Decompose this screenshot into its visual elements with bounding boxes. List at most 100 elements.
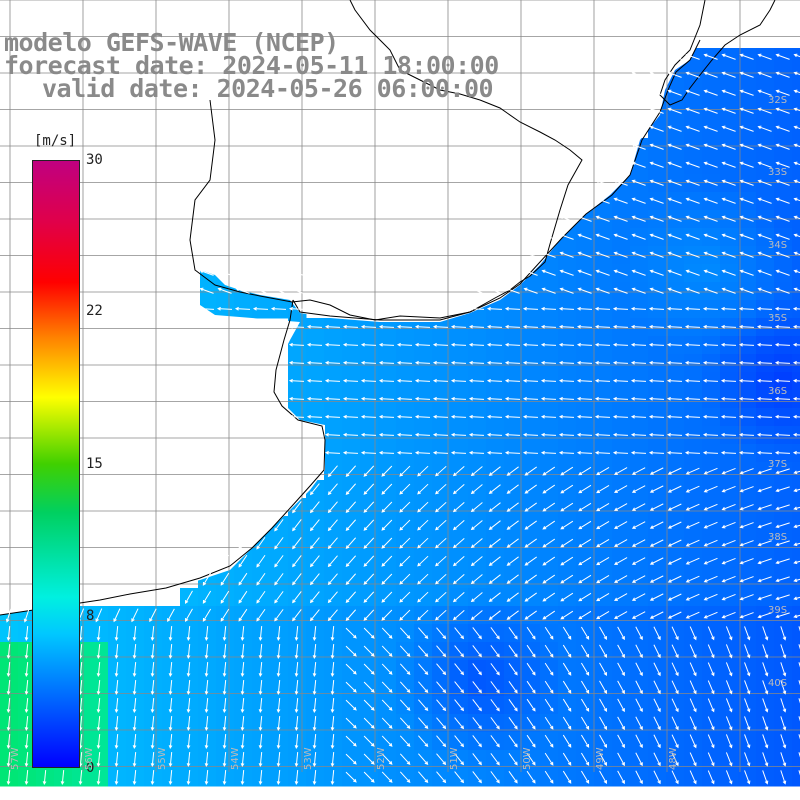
wind-arrow <box>288 378 305 383</box>
wind-arrow <box>580 626 590 640</box>
wind-arrow <box>631 485 646 493</box>
wind-arrow <box>594 342 611 347</box>
wind-arrow <box>631 467 646 475</box>
wind-arrow <box>342 414 359 419</box>
wind-arrow <box>703 215 718 222</box>
wind-arrow <box>202 590 212 604</box>
wind-arrow <box>294 679 299 696</box>
wind-arrow <box>757 594 772 601</box>
colorbar <box>32 160 80 768</box>
wind-arrow <box>222 625 227 642</box>
wind-arrow <box>417 537 429 549</box>
wind-arrow <box>631 197 646 204</box>
wind-arrow <box>684 414 701 419</box>
wind-arrow <box>526 752 536 766</box>
wind-arrow <box>720 432 737 437</box>
wind-arrow <box>450 414 467 419</box>
wind-arrow <box>342 396 359 401</box>
wind-arrow <box>274 609 284 622</box>
wind-arrow <box>775 468 790 475</box>
wind-arrow <box>345 627 357 639</box>
wind-arrow <box>613 467 628 475</box>
wind-arrow <box>472 627 482 640</box>
wind-arrow <box>522 306 539 311</box>
wind-arrow <box>702 360 719 365</box>
wind-arrow <box>725 770 733 785</box>
wind-arrow <box>560 574 574 584</box>
wind-arrow <box>577 197 592 204</box>
wind-arrow <box>526 644 536 658</box>
wind-arrow <box>381 537 393 549</box>
wind-arrow <box>649 503 664 511</box>
wind-arrow <box>685 179 700 186</box>
wind-arrow <box>324 396 341 401</box>
wind-arrow <box>792 342 800 347</box>
wind-arrow <box>544 644 554 658</box>
wind-arrow <box>671 734 679 749</box>
wind-arrow <box>739 143 754 150</box>
wind-arrow <box>653 716 661 731</box>
wind-arrow <box>793 125 800 130</box>
wind-arrow <box>653 644 661 659</box>
wind-arrow <box>560 538 574 548</box>
wind-arrow <box>330 733 335 750</box>
wind-arrow <box>599 626 607 640</box>
wind-arrow <box>167 608 175 623</box>
wind-arrow <box>707 644 715 659</box>
wind-arrow <box>24 679 29 696</box>
wind-arrow <box>470 574 483 585</box>
wind-arrow <box>702 414 719 419</box>
wind-arrow <box>256 590 266 604</box>
wind-arrow <box>506 592 519 602</box>
wind-arrow <box>363 555 375 567</box>
wind-arrow <box>702 306 719 311</box>
wind-arrow <box>472 717 482 730</box>
wind-arrow <box>522 360 539 365</box>
wind-arrow <box>258 697 263 714</box>
wind-arrow <box>113 608 121 623</box>
wind-arrow <box>436 699 447 712</box>
colorbar-tick-30: 30 <box>86 152 103 168</box>
wind-arrow <box>522 396 539 401</box>
wind-arrow <box>721 89 736 96</box>
wind-arrow <box>288 396 305 401</box>
wind-arrow <box>540 378 557 383</box>
colorbar-tick-8: 8 <box>86 608 95 624</box>
wind-arrow <box>504 432 521 437</box>
wind-arrow <box>114 697 119 714</box>
wind-arrow <box>648 342 665 347</box>
wind-arrow <box>417 591 429 603</box>
wind-arrow <box>739 486 754 493</box>
wind-arrow <box>288 360 305 365</box>
wind-arrow <box>363 645 375 657</box>
wind-arrow <box>757 161 772 168</box>
wind-arrow <box>5 608 12 623</box>
wind-arrow <box>271 269 286 276</box>
wind-arrow <box>504 378 521 383</box>
wind-arrow <box>363 483 375 495</box>
wind-arrow <box>780 626 787 641</box>
wind-arrow <box>432 324 449 329</box>
wind-arrow <box>649 611 664 619</box>
river-plate-north <box>189 0 583 321</box>
wind-arrow <box>23 608 30 623</box>
wind-cell <box>792 156 800 175</box>
wind-arrow <box>544 752 554 766</box>
wind-cell <box>792 48 800 67</box>
wind-arrow <box>330 661 335 678</box>
wind-arrow <box>276 643 281 660</box>
wind-arrow <box>558 342 575 347</box>
wind-arrow <box>276 769 281 786</box>
wind-arrow <box>703 107 718 114</box>
wind-arrow <box>270 306 287 311</box>
wind-arrow <box>541 233 556 240</box>
wind-arrow <box>617 734 625 749</box>
wind-arrow <box>617 626 625 641</box>
wind-arrow <box>580 716 590 730</box>
wind-arrow <box>418 627 429 640</box>
wind-arrow <box>613 575 628 583</box>
wind-arrow <box>363 519 375 531</box>
wind-arrow <box>324 450 341 455</box>
wind-arrow <box>721 611 736 619</box>
wind-arrow <box>558 378 575 383</box>
